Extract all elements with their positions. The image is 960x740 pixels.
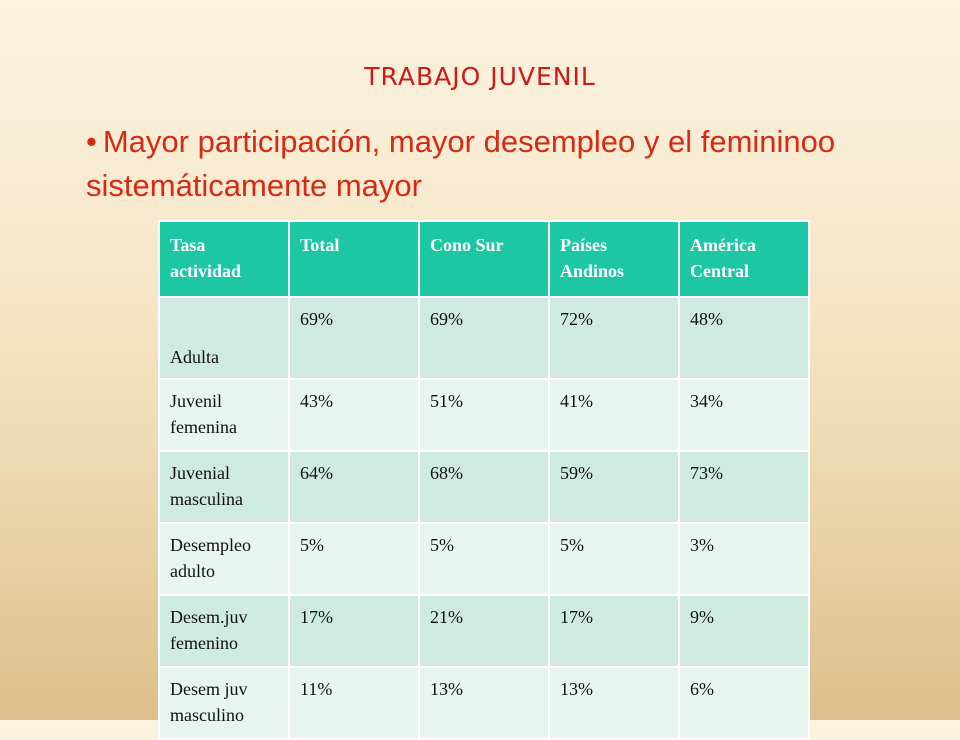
slide-title: TRABAJO JUVENIL (364, 62, 596, 91)
activity-table: Tasa actividad Total Cono Sur Países And… (158, 220, 810, 740)
row-label: Desempleo adulto (158, 522, 290, 596)
cell-cono-sur: 51% (418, 378, 550, 452)
cell-total: 11% (288, 666, 420, 740)
table-row: Adulta 69% 69% 72% 48% (158, 296, 810, 380)
cell-cono-sur: 69% (418, 296, 550, 380)
cell-america-central: 73% (678, 450, 810, 524)
cell-paises-andinos: 41% (548, 378, 680, 452)
table-row: Desem juv masculino 11% 13% 13% 6% (158, 666, 810, 740)
cell-cono-sur: 13% (418, 666, 550, 740)
cell-cono-sur: 21% (418, 594, 550, 668)
row-label: Juvenial masculina (158, 450, 290, 524)
cell-america-central: 3% (678, 522, 810, 596)
row-label: Adulta (158, 296, 290, 380)
row-label: Juvenil femenina (158, 378, 290, 452)
bullet-point: • Mayor participación, mayor desempleo y … (86, 120, 846, 208)
table-row: Juvenial masculina 64% 68% 59% 73% (158, 450, 810, 524)
cell-paises-andinos: 72% (548, 296, 680, 380)
cell-total: 64% (288, 450, 420, 524)
cell-paises-andinos: 5% (548, 522, 680, 596)
cell-total: 43% (288, 378, 420, 452)
bullet-text: Mayor participación, mayor desempleo y e… (86, 124, 836, 203)
table-row: Desem.juv femenino 17% 21% 17% 9% (158, 594, 810, 668)
table-header-row: Tasa actividad Total Cono Sur Países And… (158, 220, 810, 298)
cell-cono-sur: 5% (418, 522, 550, 596)
header-cono-sur: Cono Sur (418, 220, 550, 298)
cell-total: 17% (288, 594, 420, 668)
cell-america-central: 48% (678, 296, 810, 380)
bullet-marker: • (86, 124, 97, 159)
table-row: Desempleo adulto 5% 5% 5% 3% (158, 522, 810, 596)
cell-paises-andinos: 17% (548, 594, 680, 668)
cell-total: 5% (288, 522, 420, 596)
cell-america-central: 9% (678, 594, 810, 668)
row-label: Desem.juv femenino (158, 594, 290, 668)
cell-cono-sur: 68% (418, 450, 550, 524)
cell-america-central: 6% (678, 666, 810, 740)
cell-paises-andinos: 59% (548, 450, 680, 524)
header-paises-andinos: Países Andinos (548, 220, 680, 298)
cell-total: 69% (288, 296, 420, 380)
cell-america-central: 34% (678, 378, 810, 452)
row-label: Desem juv masculino (158, 666, 290, 740)
cell-paises-andinos: 13% (548, 666, 680, 740)
header-tasa-actividad: Tasa actividad (158, 220, 290, 298)
table-row: Juvenil femenina 43% 51% 41% 34% (158, 378, 810, 452)
header-america-central: América Central (678, 220, 810, 298)
header-total: Total (288, 220, 420, 298)
